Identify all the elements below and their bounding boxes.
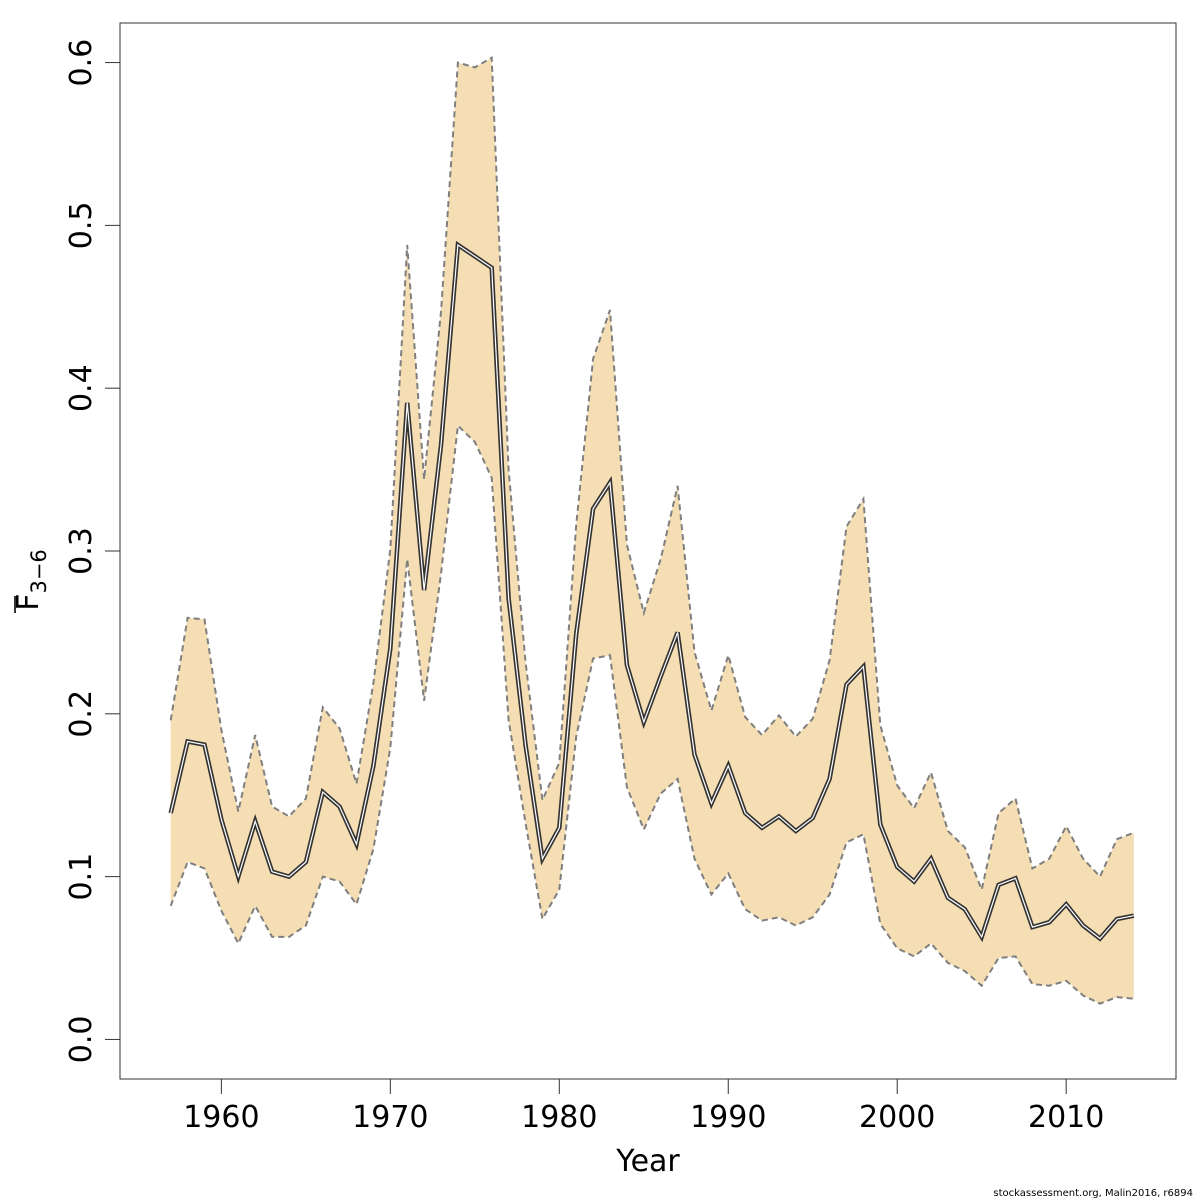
svg-text:F3−6: F3−6 xyxy=(11,549,51,611)
x-tick-label: 2000 xyxy=(859,1100,935,1135)
x-tick-label: 1970 xyxy=(352,1100,428,1135)
y-axis-title: F3−6 xyxy=(11,549,51,613)
lower-bound-line xyxy=(169,423,1134,1005)
estimate-line-layer xyxy=(168,240,1135,943)
y-axis-title-subscript: 3−6 xyxy=(27,549,51,593)
y-tick-label: 0.2 xyxy=(64,690,99,738)
y-axis: 0.0 0.1 0.2 0.3 0.4 0.5 0.6 xyxy=(64,39,120,1064)
x-tick-label: 1980 xyxy=(521,1100,597,1135)
y-tick-label: 0.0 xyxy=(64,1016,99,1064)
y-tick-label: 0.5 xyxy=(64,202,99,250)
x-tick-label: 1990 xyxy=(690,1100,766,1135)
x-tick-label: 2010 xyxy=(1028,1100,1104,1135)
credit-text: stockassessment.org, Malin2016, r6894 xyxy=(993,1188,1193,1199)
x-axis-title: Year xyxy=(615,1144,680,1179)
confidence-band xyxy=(170,57,1134,1004)
y-tick-label: 0.6 xyxy=(64,39,99,87)
confidence-band-layer xyxy=(169,56,1135,1005)
y-axis-title-main: F xyxy=(11,594,46,611)
x-axis: 1960 1970 1980 1990 2000 2010 xyxy=(183,1079,1104,1135)
y-tick-label: 0.4 xyxy=(64,364,99,412)
y-tick-label: 0.3 xyxy=(64,527,99,575)
x-tick-label: 1960 xyxy=(183,1100,259,1135)
y-tick-label: 0.1 xyxy=(64,853,99,901)
estimate-line-core xyxy=(170,243,1134,940)
